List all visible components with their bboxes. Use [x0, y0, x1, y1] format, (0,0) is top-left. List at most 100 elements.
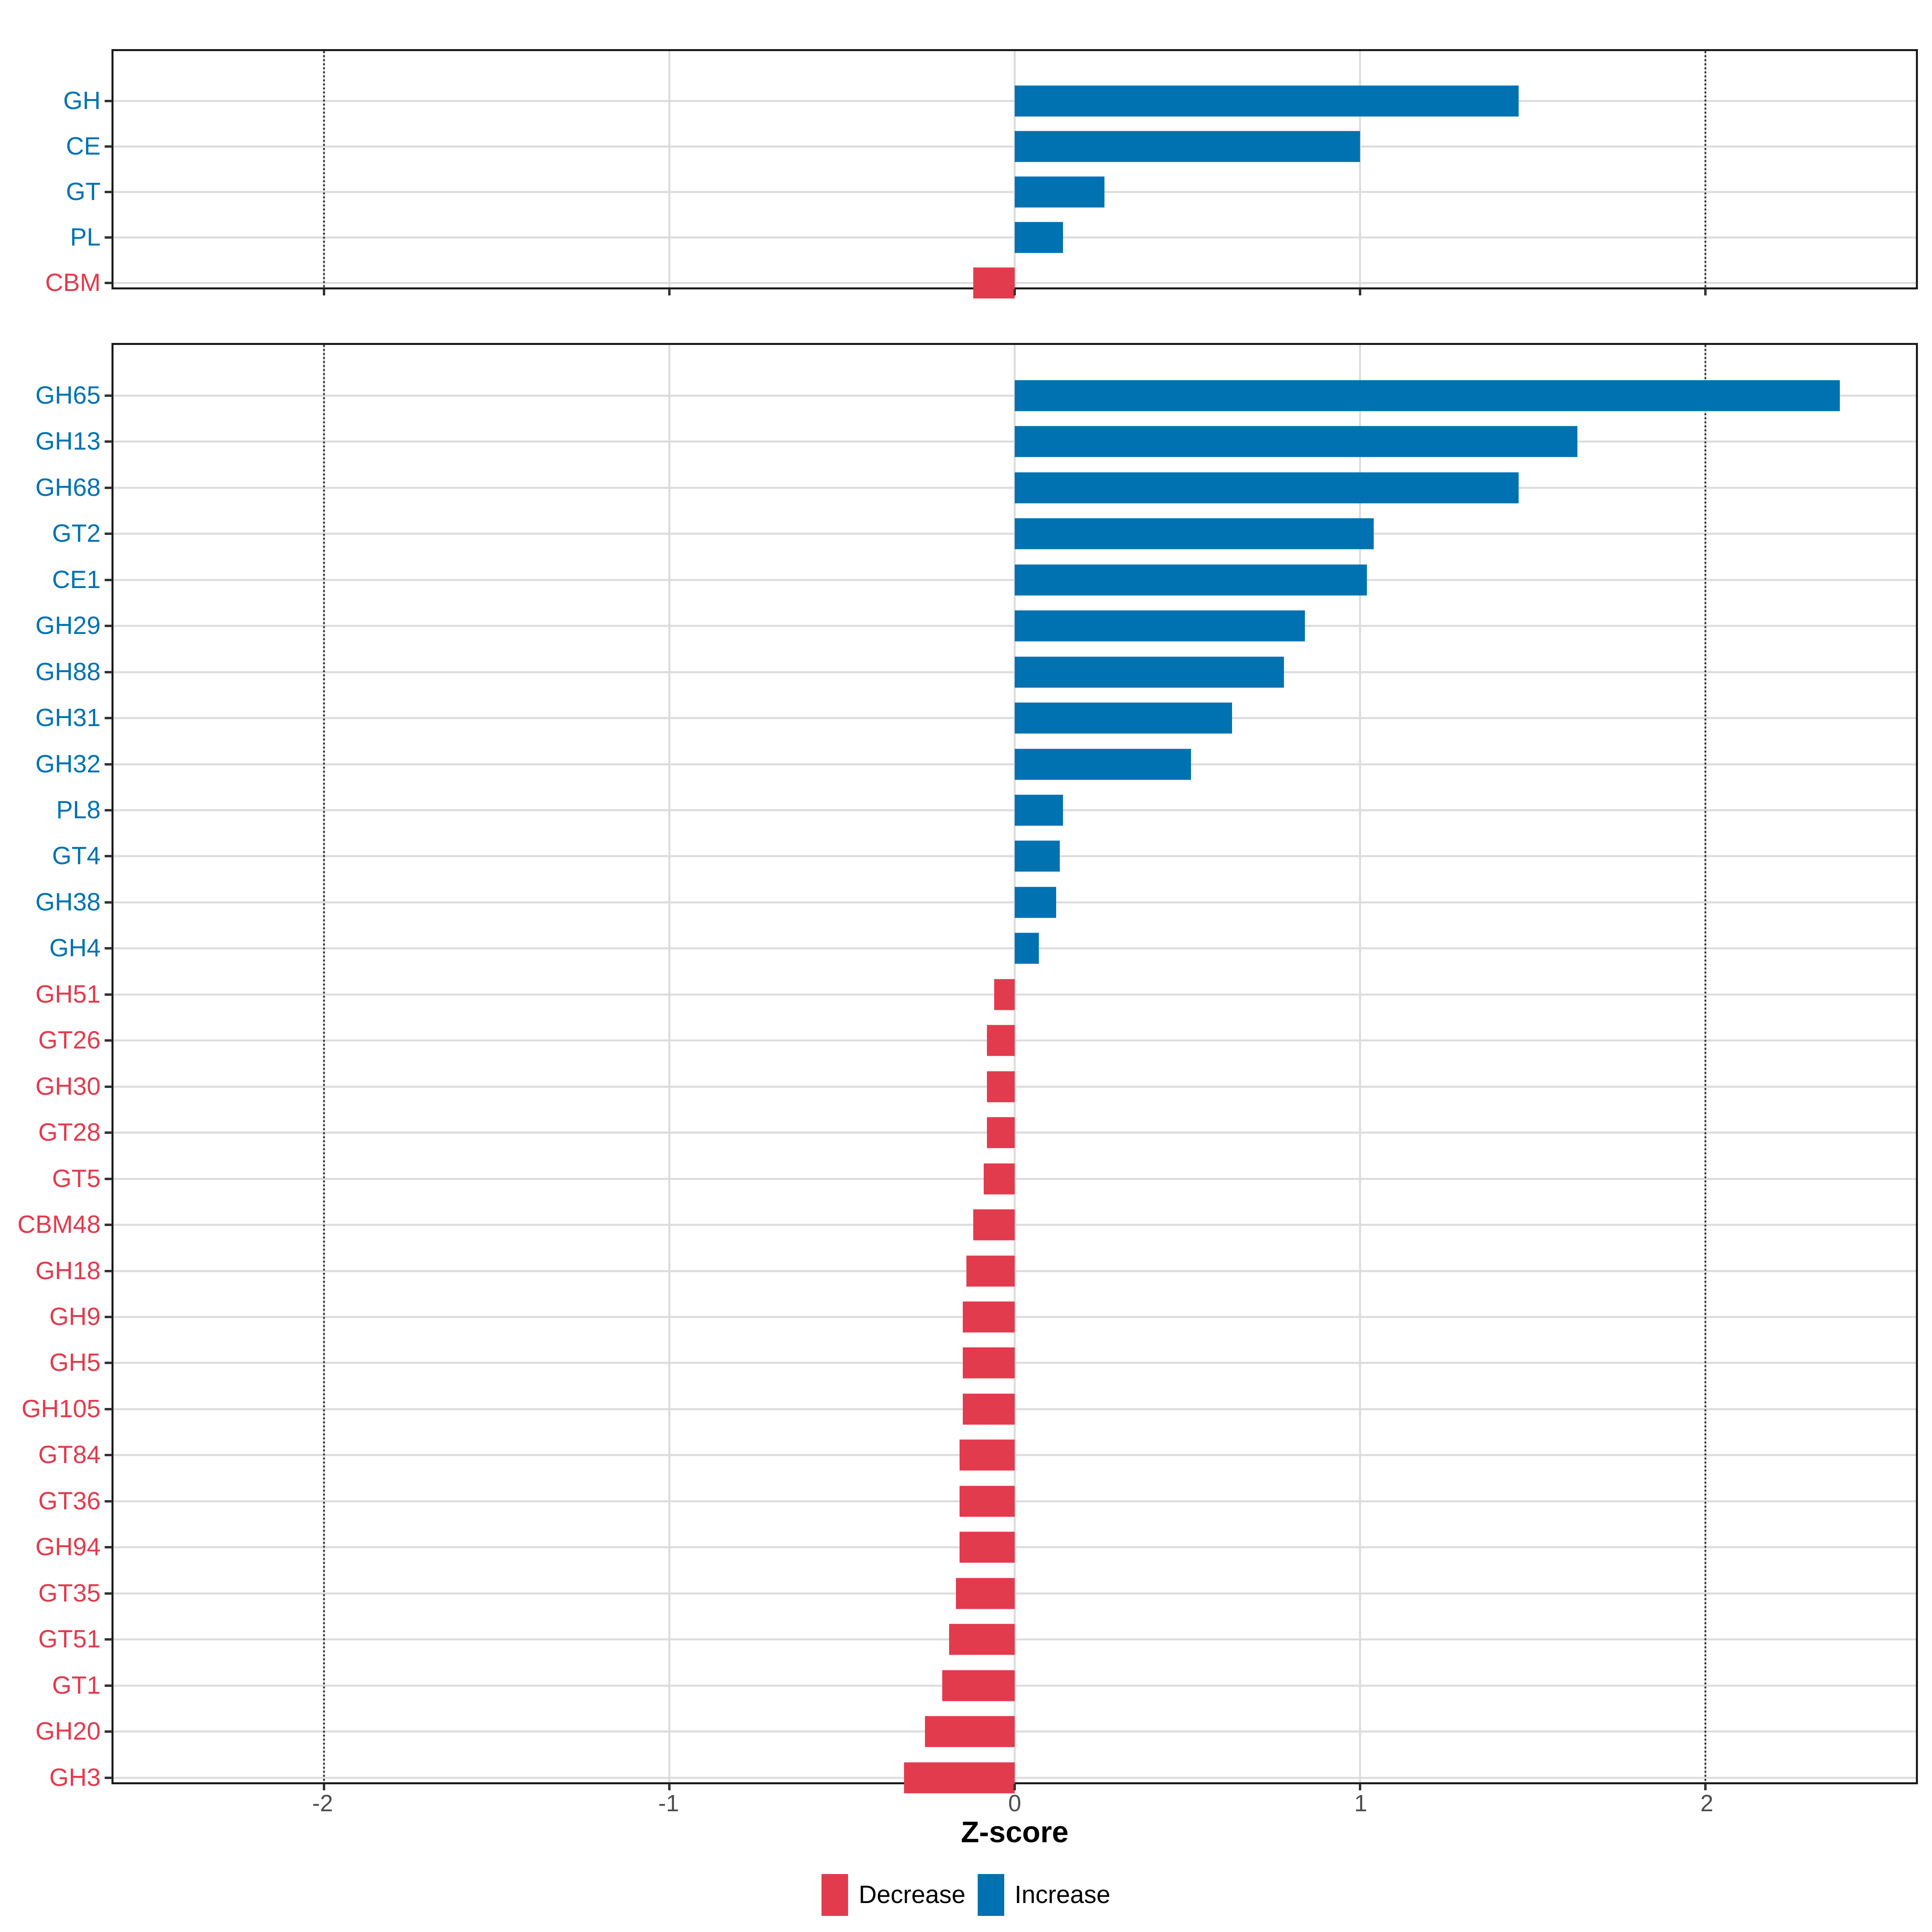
y-axis-label: GH94 [35, 1533, 101, 1561]
y-axis-tick [105, 1224, 112, 1226]
bar [963, 1393, 1015, 1425]
bar [959, 1532, 1015, 1563]
reference-line [323, 345, 325, 1782]
bar [1015, 222, 1063, 253]
bar [1015, 380, 1840, 411]
y-axis-label: CBM [45, 268, 101, 297]
y-axis-label: GH30 [35, 1072, 101, 1100]
y-axis-label: GH9 [49, 1303, 101, 1331]
y-axis-tick [105, 993, 112, 996]
bar [1015, 933, 1039, 964]
y-axis-tick [105, 763, 112, 766]
bar [1015, 85, 1519, 117]
horizontal-gridline [114, 1638, 1916, 1641]
horizontal-gridline [114, 1454, 1916, 1456]
y-axis-tick [105, 281, 112, 284]
horizontal-gridline [114, 1592, 1916, 1595]
y-axis-tick [105, 1039, 112, 1042]
x-axis-tick [1358, 289, 1361, 295]
bar [966, 1255, 1015, 1287]
bar [1015, 518, 1374, 549]
y-axis-label: GH51 [35, 980, 101, 1008]
horizontal-gridline [114, 1086, 1916, 1088]
y-axis-tick [105, 440, 112, 443]
y-axis-tick [105, 533, 112, 535]
decrease-swatch-icon [822, 1874, 848, 1916]
x-axis-tick-label: -1 [658, 1790, 679, 1816]
bar [1015, 176, 1105, 208]
legend-label-increase: Increase [1014, 1881, 1110, 1909]
y-axis-tick [105, 1362, 112, 1364]
horizontal-gridline [114, 1500, 1916, 1503]
x-axis-tick [1704, 1784, 1707, 1790]
y-axis-tick [105, 100, 112, 103]
reference-line [1704, 345, 1707, 1782]
y-axis-label: GH88 [35, 658, 101, 686]
bar [1015, 795, 1063, 826]
horizontal-gridline [114, 1039, 1916, 1042]
y-axis-label: GH38 [35, 888, 101, 916]
y-axis-tick [105, 486, 112, 489]
horizontal-gridline [114, 1178, 1916, 1180]
family-level-panel: GH65 GH13 GH68 GT2 CE1 GH29 GH88 GH31 GH32 PL8 GT4… [17, 343, 1918, 1794]
horizontal-gridline [114, 1270, 1916, 1272]
y-axis-label: GH [63, 87, 101, 115]
y-axis-tick [105, 1316, 112, 1318]
y-axis-label: GH65 [35, 381, 101, 409]
y-axis-label: GH68 [35, 473, 101, 502]
y-axis-tick [105, 947, 112, 950]
horizontal-gridline [114, 282, 1916, 284]
bar [1015, 702, 1232, 734]
y-axis-label: PL [70, 223, 101, 251]
increase-swatch-icon [977, 1874, 1004, 1916]
y-axis-label: GT84 [38, 1441, 101, 1469]
bar [1015, 564, 1367, 596]
x-axis-tick [1013, 289, 1016, 295]
bar [1015, 131, 1360, 162]
legend-label-decrease: Decrease [859, 1881, 966, 1909]
y-axis-label: GT1 [52, 1671, 101, 1699]
y-axis-tick [105, 717, 112, 720]
x-axis-tick [323, 1784, 326, 1790]
horizontal-gridline [114, 1316, 1916, 1318]
y-axis-label: GT [66, 178, 101, 206]
bar [1015, 472, 1519, 504]
y-axis-label: GH31 [35, 704, 101, 732]
horizontal-gridline [114, 1224, 1916, 1226]
reference-line [1704, 51, 1707, 287]
y-axis-label: GT35 [38, 1579, 101, 1607]
bar [987, 1025, 1015, 1056]
y-axis-tick [105, 1131, 112, 1134]
vertical-gridline [668, 345, 671, 1782]
x-axis-tick-label: 1 [1354, 1790, 1367, 1816]
y-axis-label: CE1 [52, 566, 101, 594]
bar [963, 1301, 1015, 1333]
y-axis-tick [105, 1730, 112, 1733]
x-axis-tick-label: 0 [1008, 1790, 1022, 1816]
x-axis-tick [668, 1784, 671, 1790]
y-axis-tick [105, 1408, 112, 1410]
horizontal-gridline [114, 993, 1916, 996]
bar [973, 267, 1015, 299]
x-axis-tick [323, 289, 326, 295]
y-axis-tick [105, 1454, 112, 1457]
y-axis-label: GH18 [35, 1257, 101, 1285]
bar [904, 1762, 1015, 1794]
y-axis-tick [105, 1684, 112, 1687]
y-axis-tick [105, 1500, 112, 1503]
y-axis-tick [105, 1592, 112, 1595]
y-axis-tick [105, 1776, 112, 1779]
x-axis-tick-labels: -2 -1 0 1 2 [111, 1792, 1918, 1820]
bar [956, 1578, 1015, 1609]
y-axis-tick [105, 578, 112, 581]
y-axis-tick [105, 1085, 112, 1088]
y-axis-label: GH13 [35, 427, 101, 456]
class-level-panel: GH CE GT PL CBM [45, 49, 1918, 299]
y-axis-label: GT36 [38, 1487, 101, 1515]
x-axis-tick [1358, 1784, 1361, 1790]
x-axis-tick [1704, 289, 1707, 295]
horizontal-gridline [114, 1362, 1916, 1364]
bar [1015, 840, 1060, 872]
y-axis-tick [105, 236, 112, 239]
bar [987, 1117, 1015, 1148]
